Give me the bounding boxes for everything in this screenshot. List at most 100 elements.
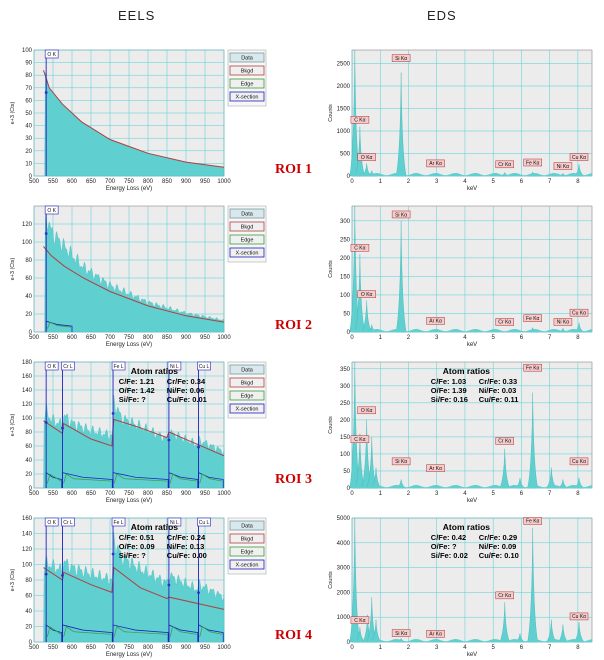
x-tick-label: 500 (29, 645, 40, 651)
legend-item (229, 65, 265, 76)
edge-signal-line (199, 626, 223, 637)
edge-signal-line (169, 473, 197, 484)
edge-point-marker (111, 411, 115, 415)
peak-tag-label: O Kα (361, 292, 373, 298)
y-tick-label: 160 (22, 516, 33, 522)
legend-item-label: Bkgd (241, 381, 254, 387)
ratio-value: C/Fe: 1.03 (431, 377, 466, 386)
roi-3-label: ROI 3 (275, 472, 312, 487)
peak-tag-box (495, 160, 515, 169)
legend-item (229, 546, 265, 557)
edge-tag-box (197, 517, 211, 527)
y-tick-label: 140 (22, 532, 33, 538)
edge-signal-line (46, 321, 71, 329)
legend-item (229, 234, 265, 245)
legend-item (229, 390, 265, 401)
peak-tag-box (350, 116, 370, 124)
spectrum-area (43, 532, 225, 643)
y-tick-label: 0 (29, 486, 33, 492)
edge-tag-label: O K (47, 52, 56, 58)
edge-point-marker (197, 445, 200, 449)
y-tick-label: 80 (25, 430, 32, 436)
y-tick-label: 5000 (337, 516, 351, 522)
peak-tag-box (426, 317, 445, 325)
x-tick-label: 3 (435, 179, 439, 185)
x-tick-label: 4 (463, 645, 467, 651)
y-axis-label: e+3 (Cts) (10, 257, 16, 280)
x-axis-label: Energy Loss (eV) (106, 498, 152, 504)
peak-tag-box (523, 363, 542, 372)
x-tick-label: 1000 (217, 645, 231, 651)
x-tick-label: 850 (162, 335, 173, 341)
edge-point-marker (197, 591, 200, 595)
spectrum-baseline (352, 639, 592, 642)
edge-point-marker (44, 91, 48, 94)
edge-point-marker (61, 426, 64, 430)
legend-item-label: Edge (241, 550, 254, 556)
eels-roi-3-chart: 500 550 600 650 700 750 800 850 900 950 1000 0 20 40 6… (10, 360, 267, 504)
peak-tag-box (495, 591, 515, 600)
peak-tag-box (357, 153, 376, 161)
edge-signal-line (46, 626, 61, 637)
spectrum-baseline (352, 329, 592, 332)
legend-item-label: Data (241, 524, 254, 530)
legend-item (229, 559, 265, 570)
x-tick-label: 500 (29, 335, 40, 341)
x-tick-label: 750 (124, 491, 135, 497)
peak-tag-box (391, 210, 411, 219)
peak-tag-label: Si Kα (395, 212, 407, 218)
edge-tag-box (111, 517, 126, 527)
x-tick-label: 600 (67, 491, 78, 497)
cross-section-line (112, 472, 169, 488)
x-tick-label: 1000 (217, 491, 231, 497)
y-tick-label: 40 (25, 124, 32, 130)
x-tick-label: 0 (350, 491, 354, 497)
x-tick-label: 650 (86, 335, 97, 341)
y-tick-label: 2500 (337, 62, 351, 68)
cross-section-line (168, 472, 199, 488)
cross-section-line (198, 471, 224, 488)
y-tick-label: 50 (25, 111, 32, 117)
edge-tag-box (167, 361, 182, 371)
x-tick-label: 1000 (217, 179, 231, 185)
spectrum-peak (499, 448, 511, 489)
y-tick-label: 30 (25, 136, 32, 142)
spectrum-peak (557, 624, 569, 643)
y-tick-label: 100 (340, 452, 351, 458)
x-axis-label: keV (467, 652, 477, 658)
ratio-value: C/Fe: 0.42 (431, 533, 466, 542)
edge-signal-line (199, 473, 223, 484)
x-tick-label: 5 (492, 491, 496, 497)
x-tick-label: 950 (200, 335, 211, 341)
edge-tag-box (197, 361, 211, 371)
x-tick-label: 550 (48, 179, 59, 185)
x-tick-label: 1000 (217, 335, 231, 341)
eels-roi-4-chart: 500 550 600 650 700 750 800 850 900 950 1000 0 20 40 6… (10, 516, 267, 658)
edge-tag-label: Cr L (63, 364, 73, 370)
edge-tag-box (44, 361, 59, 371)
y-tick-label: 20 (25, 625, 32, 631)
x-tick-label: 8 (576, 179, 580, 185)
y-axis-label: e+3 (Cts) (10, 568, 16, 591)
y-tick-label: 90 (25, 61, 32, 67)
peak-tag-label: Ar Kα (429, 632, 442, 638)
cross-section-line (168, 624, 199, 642)
x-tick-label: 900 (181, 645, 192, 651)
legend-item (229, 91, 265, 102)
y-tick-label: 350 (340, 367, 351, 373)
peak-tag-box (357, 406, 376, 415)
x-tick-label: 650 (86, 179, 97, 185)
spectrum-peak (527, 527, 539, 643)
edge-signal-line (63, 473, 112, 484)
y-tick-label: 40 (25, 609, 32, 615)
legend-item (229, 78, 265, 89)
x-tick-label: 1 (379, 491, 383, 497)
ratio-value: Cu/Fe: 0.00 (167, 551, 207, 560)
legend-item-label: Data (241, 212, 254, 218)
ratio-value: Si/Fe: 0.02 (431, 551, 468, 560)
background-fit-line (43, 70, 225, 168)
ratio-value: Si/Fe: ? (119, 551, 147, 560)
legend-item-label: X-section (236, 95, 259, 101)
ratio-value: Ni/Fe: 0.13 (167, 542, 205, 551)
x-tick-label: 700 (105, 335, 116, 341)
